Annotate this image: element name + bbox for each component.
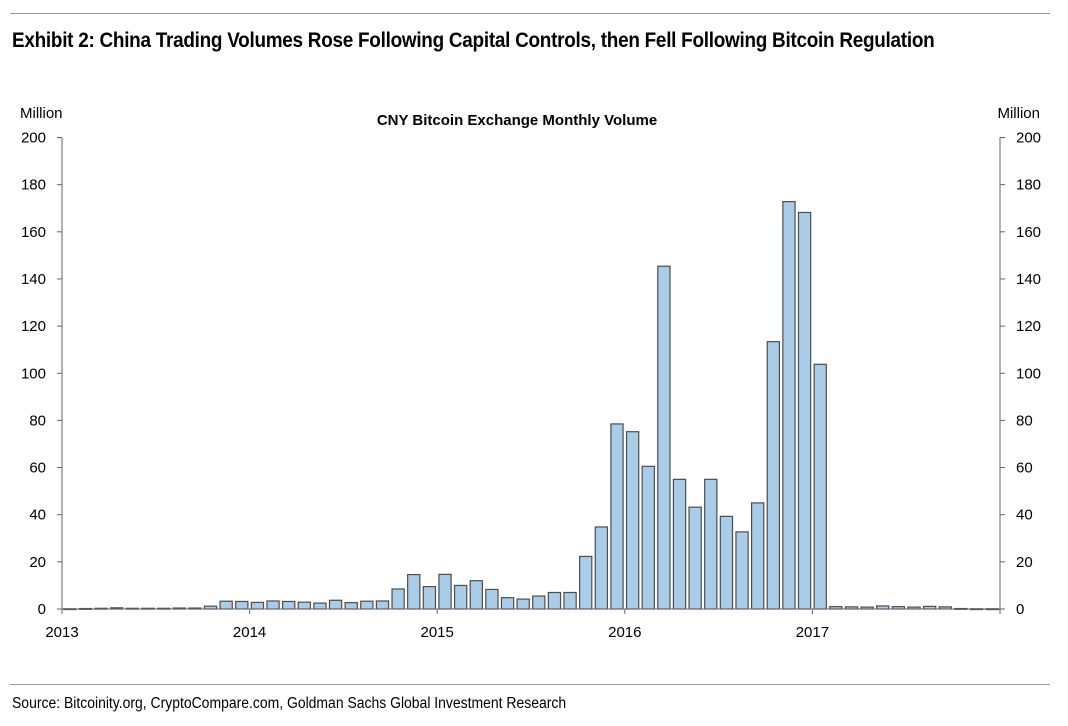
x-tick-label: 2017 xyxy=(796,624,829,641)
bar-2015-07 xyxy=(532,595,546,610)
bar-2015-10 xyxy=(579,555,593,610)
x-tick-label: 2014 xyxy=(233,624,266,641)
left-y-tick-label: 40 xyxy=(29,507,46,524)
exhibit-title: Exhibit 2: China Trading Volumes Rose Fo… xyxy=(12,28,935,52)
bar-2015-03 xyxy=(469,580,483,610)
left-y-tick-label: 180 xyxy=(21,177,46,194)
bar-2016-02 xyxy=(641,465,655,610)
left-y-axis: 0 20 40 60 80 100 120 140 160 180 200 xyxy=(21,130,63,618)
right-y-axis: 0 20 40 60 80 100 120 140 160 180 200 xyxy=(999,130,1041,618)
bar-2015-01 xyxy=(438,573,452,610)
bar-2016-07 xyxy=(719,515,734,610)
bar-2015-06 xyxy=(516,598,530,610)
right-y-tick-label: 140 xyxy=(1016,271,1041,288)
bar-2016-12 xyxy=(797,211,812,610)
bars xyxy=(63,201,999,611)
bar-2014-02 xyxy=(266,600,280,610)
x-tick-label: 2013 xyxy=(45,624,78,641)
bar-2014-10 xyxy=(391,588,405,610)
bar-2016-10 xyxy=(766,341,781,610)
right-y-tick-label: 180 xyxy=(1016,177,1041,194)
left-y-tick-label: 0 xyxy=(38,601,46,618)
x-tick-label: 2015 xyxy=(421,624,454,641)
x-axis: 2013 2014 2015 2016 2017 xyxy=(45,608,1001,641)
right-y-tick-label: 120 xyxy=(1016,318,1041,335)
bar-2015-09 xyxy=(563,591,577,610)
x-tick-label: 2016 xyxy=(608,624,641,641)
bar-2016-04 xyxy=(672,478,687,610)
bar-2014-11 xyxy=(407,573,421,610)
bar-2014-03 xyxy=(281,600,296,610)
left-axis-unit-label: Million xyxy=(20,105,63,122)
bar-2015-08 xyxy=(547,591,562,610)
bar-2014-07 xyxy=(344,602,358,610)
bar-2014-09 xyxy=(375,600,390,610)
right-y-tick-label: 40 xyxy=(1016,507,1033,524)
right-y-tick-label: 160 xyxy=(1016,224,1041,241)
bar-2014-06 xyxy=(328,599,343,610)
right-y-tick-label: 80 xyxy=(1016,412,1033,429)
bar-2016-08 xyxy=(735,531,749,610)
right-y-tick-label: 60 xyxy=(1016,460,1033,477)
right-y-tick-label: 20 xyxy=(1016,554,1033,571)
left-y-tick-label: 120 xyxy=(21,318,46,335)
bar-2016-06 xyxy=(704,478,718,610)
right-axis-unit-label: Million xyxy=(997,105,1040,122)
left-y-tick-label: 200 xyxy=(21,130,46,147)
bar-2015-04 xyxy=(485,588,499,610)
left-y-tick-label: 80 xyxy=(29,412,46,429)
bar-2016-01 xyxy=(625,431,640,610)
bar-2016-09 xyxy=(750,502,765,610)
left-y-tick-label: 60 xyxy=(29,460,46,477)
bar-chart: CNY Bitcoin Exchange Monthly Volume Mill… xyxy=(20,105,1041,641)
bar-2014-12 xyxy=(422,586,437,610)
bar-2015-12 xyxy=(610,423,624,610)
left-y-tick-label: 20 xyxy=(29,554,46,571)
bar-2013-11 xyxy=(219,600,233,610)
bar-2015-11 xyxy=(594,526,609,610)
bar-2013-12 xyxy=(235,600,249,610)
left-y-tick-label: 160 xyxy=(21,224,46,241)
bar-2014-05 xyxy=(313,602,327,610)
bar-2014-01 xyxy=(250,601,265,610)
bar-2014-08 xyxy=(360,600,374,610)
bottom-rule xyxy=(10,684,1050,685)
bar-2016-03 xyxy=(657,265,671,610)
source-note: Source: Bitcoinity.org, CryptoCompare.co… xyxy=(12,695,567,712)
bar-2015-02 xyxy=(453,584,468,610)
bar-2016-05 xyxy=(688,506,702,610)
bar-2016-11 xyxy=(782,201,796,610)
bar-2014-04 xyxy=(297,601,312,610)
chart-title: CNY Bitcoin Exchange Monthly Volume xyxy=(377,112,657,129)
right-y-tick-label: 0 xyxy=(1016,601,1024,618)
top-rule xyxy=(10,13,1050,14)
left-y-tick-label: 140 xyxy=(21,271,46,288)
right-y-tick-label: 200 xyxy=(1016,130,1041,147)
bar-2017-01 xyxy=(813,363,827,610)
left-y-tick-label: 100 xyxy=(21,365,46,382)
right-y-tick-label: 100 xyxy=(1016,365,1041,382)
bar-2015-05 xyxy=(500,597,515,610)
